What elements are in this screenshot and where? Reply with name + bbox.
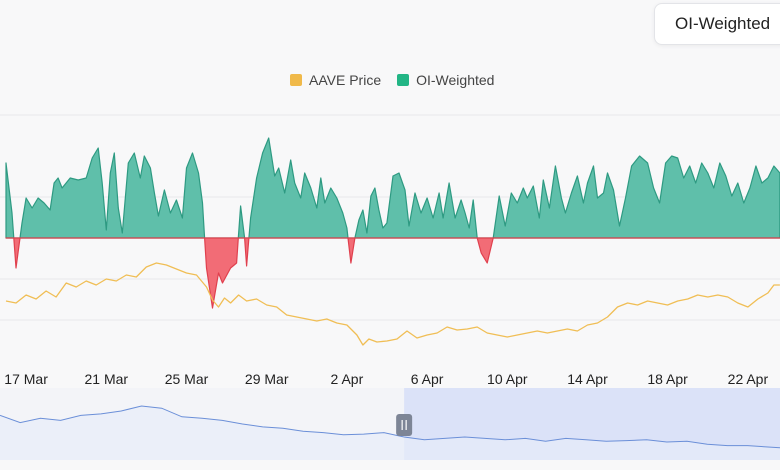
x-tick-label: 25 Mar [165,371,209,387]
x-tick-label: 18 Apr [647,371,688,387]
navigator[interactable] [0,388,780,460]
x-tick-label: 17 Mar [4,371,48,387]
legend-label-oi: OI-Weighted [416,72,495,88]
legend-swatch-oi [397,74,410,86]
x-axis: 17 Mar 21 Mar 25 Mar 29 Mar 2 Apr 6 Apr 10 Apr… [4,371,769,387]
legend-item-oi-weighted[interactable]: OI-Weighted [397,72,494,88]
legend-label-price: AAVE Price [309,72,382,88]
x-tick-label: 10 Apr [487,371,528,387]
navigator-line [0,405,780,449]
legend-swatch-price [290,74,302,86]
oi-weighted-series [5,137,780,309]
aave-price-series [5,262,780,346]
navigator-handle[interactable] [396,414,413,436]
x-tick-label: 14 Apr [567,371,608,387]
aave-price-line [5,262,780,346]
oi-positive-area [5,137,780,239]
weighting-select-button[interactable]: OI-Weighted [654,3,780,45]
x-tick-label: 29 Mar [245,371,289,387]
x-tick-label: 2 Apr [331,371,364,387]
x-tick-label: 22 Apr [728,371,769,387]
navigator-area [0,406,780,460]
x-tick-label: 21 Mar [85,371,129,387]
legend: AAVE Price OI-Weighted [290,72,510,88]
x-tick-label: 6 Apr [411,371,444,387]
oi-negative-area [5,237,780,309]
legend-item-aave-price[interactable]: AAVE Price [290,72,381,88]
